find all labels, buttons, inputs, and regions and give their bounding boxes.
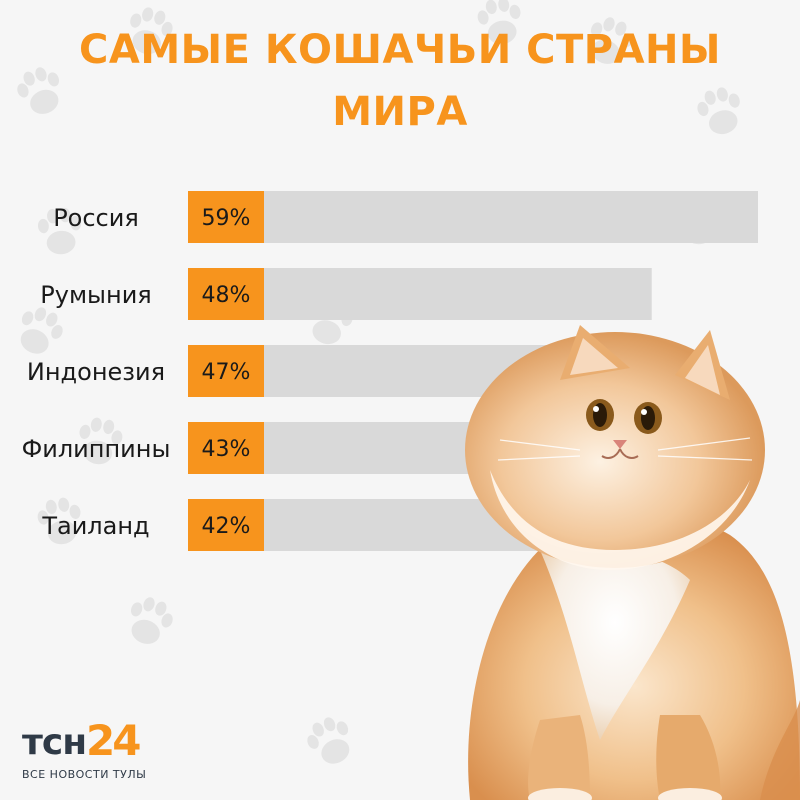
bar-value-label: 42%	[202, 514, 251, 539]
paw-print-icon	[79, 417, 123, 465]
paw-print-icon	[590, 17, 633, 64]
bar-value-badge	[188, 499, 264, 551]
bar-value-label: 43%	[202, 437, 251, 462]
chart-title-line-2: МИРА	[332, 89, 468, 135]
paw-print-icon	[697, 87, 740, 135]
bar-value-label: 59%	[202, 206, 251, 231]
bar-value-badge	[188, 422, 264, 474]
ginger-cat-image	[465, 325, 800, 800]
paw-print-icon	[20, 307, 63, 354]
category-label: Румыния	[40, 281, 151, 309]
logo-subtitle: ВСЕ НОВОСТИ ТУЛЫ	[22, 768, 147, 781]
paw-print-icon	[307, 717, 350, 764]
logo-number: 24	[86, 716, 141, 765]
logo-word: тсн	[22, 722, 87, 763]
category-label: Филиппины	[22, 435, 171, 463]
bar-value-badge	[188, 191, 264, 243]
tsn24-logo: тсн 24 ВСЕ НОВОСТИ ТУЛЫ	[20, 716, 200, 788]
paw-print-icon	[130, 7, 173, 55]
bar-value-label: 48%	[202, 283, 251, 308]
bar-1	[188, 191, 758, 243]
bar-value-badge	[188, 345, 264, 397]
paw-print-icon	[477, 0, 521, 45]
bar-value-badge	[188, 268, 264, 320]
category-label: Россия	[53, 204, 139, 232]
bar-value-label: 47%	[202, 360, 251, 385]
chart-title-line-1: САМЫЕ КОШАЧЬИ СТРАНЫ	[79, 27, 721, 73]
paw-print-icon	[37, 207, 82, 255]
category-label: Таиланд	[41, 512, 149, 540]
category-label: Индонезия	[27, 358, 165, 386]
bar-2	[188, 268, 652, 320]
paw-print-icon	[37, 497, 81, 545]
paw-print-icon	[17, 67, 60, 114]
paw-print-icon	[130, 597, 173, 644]
